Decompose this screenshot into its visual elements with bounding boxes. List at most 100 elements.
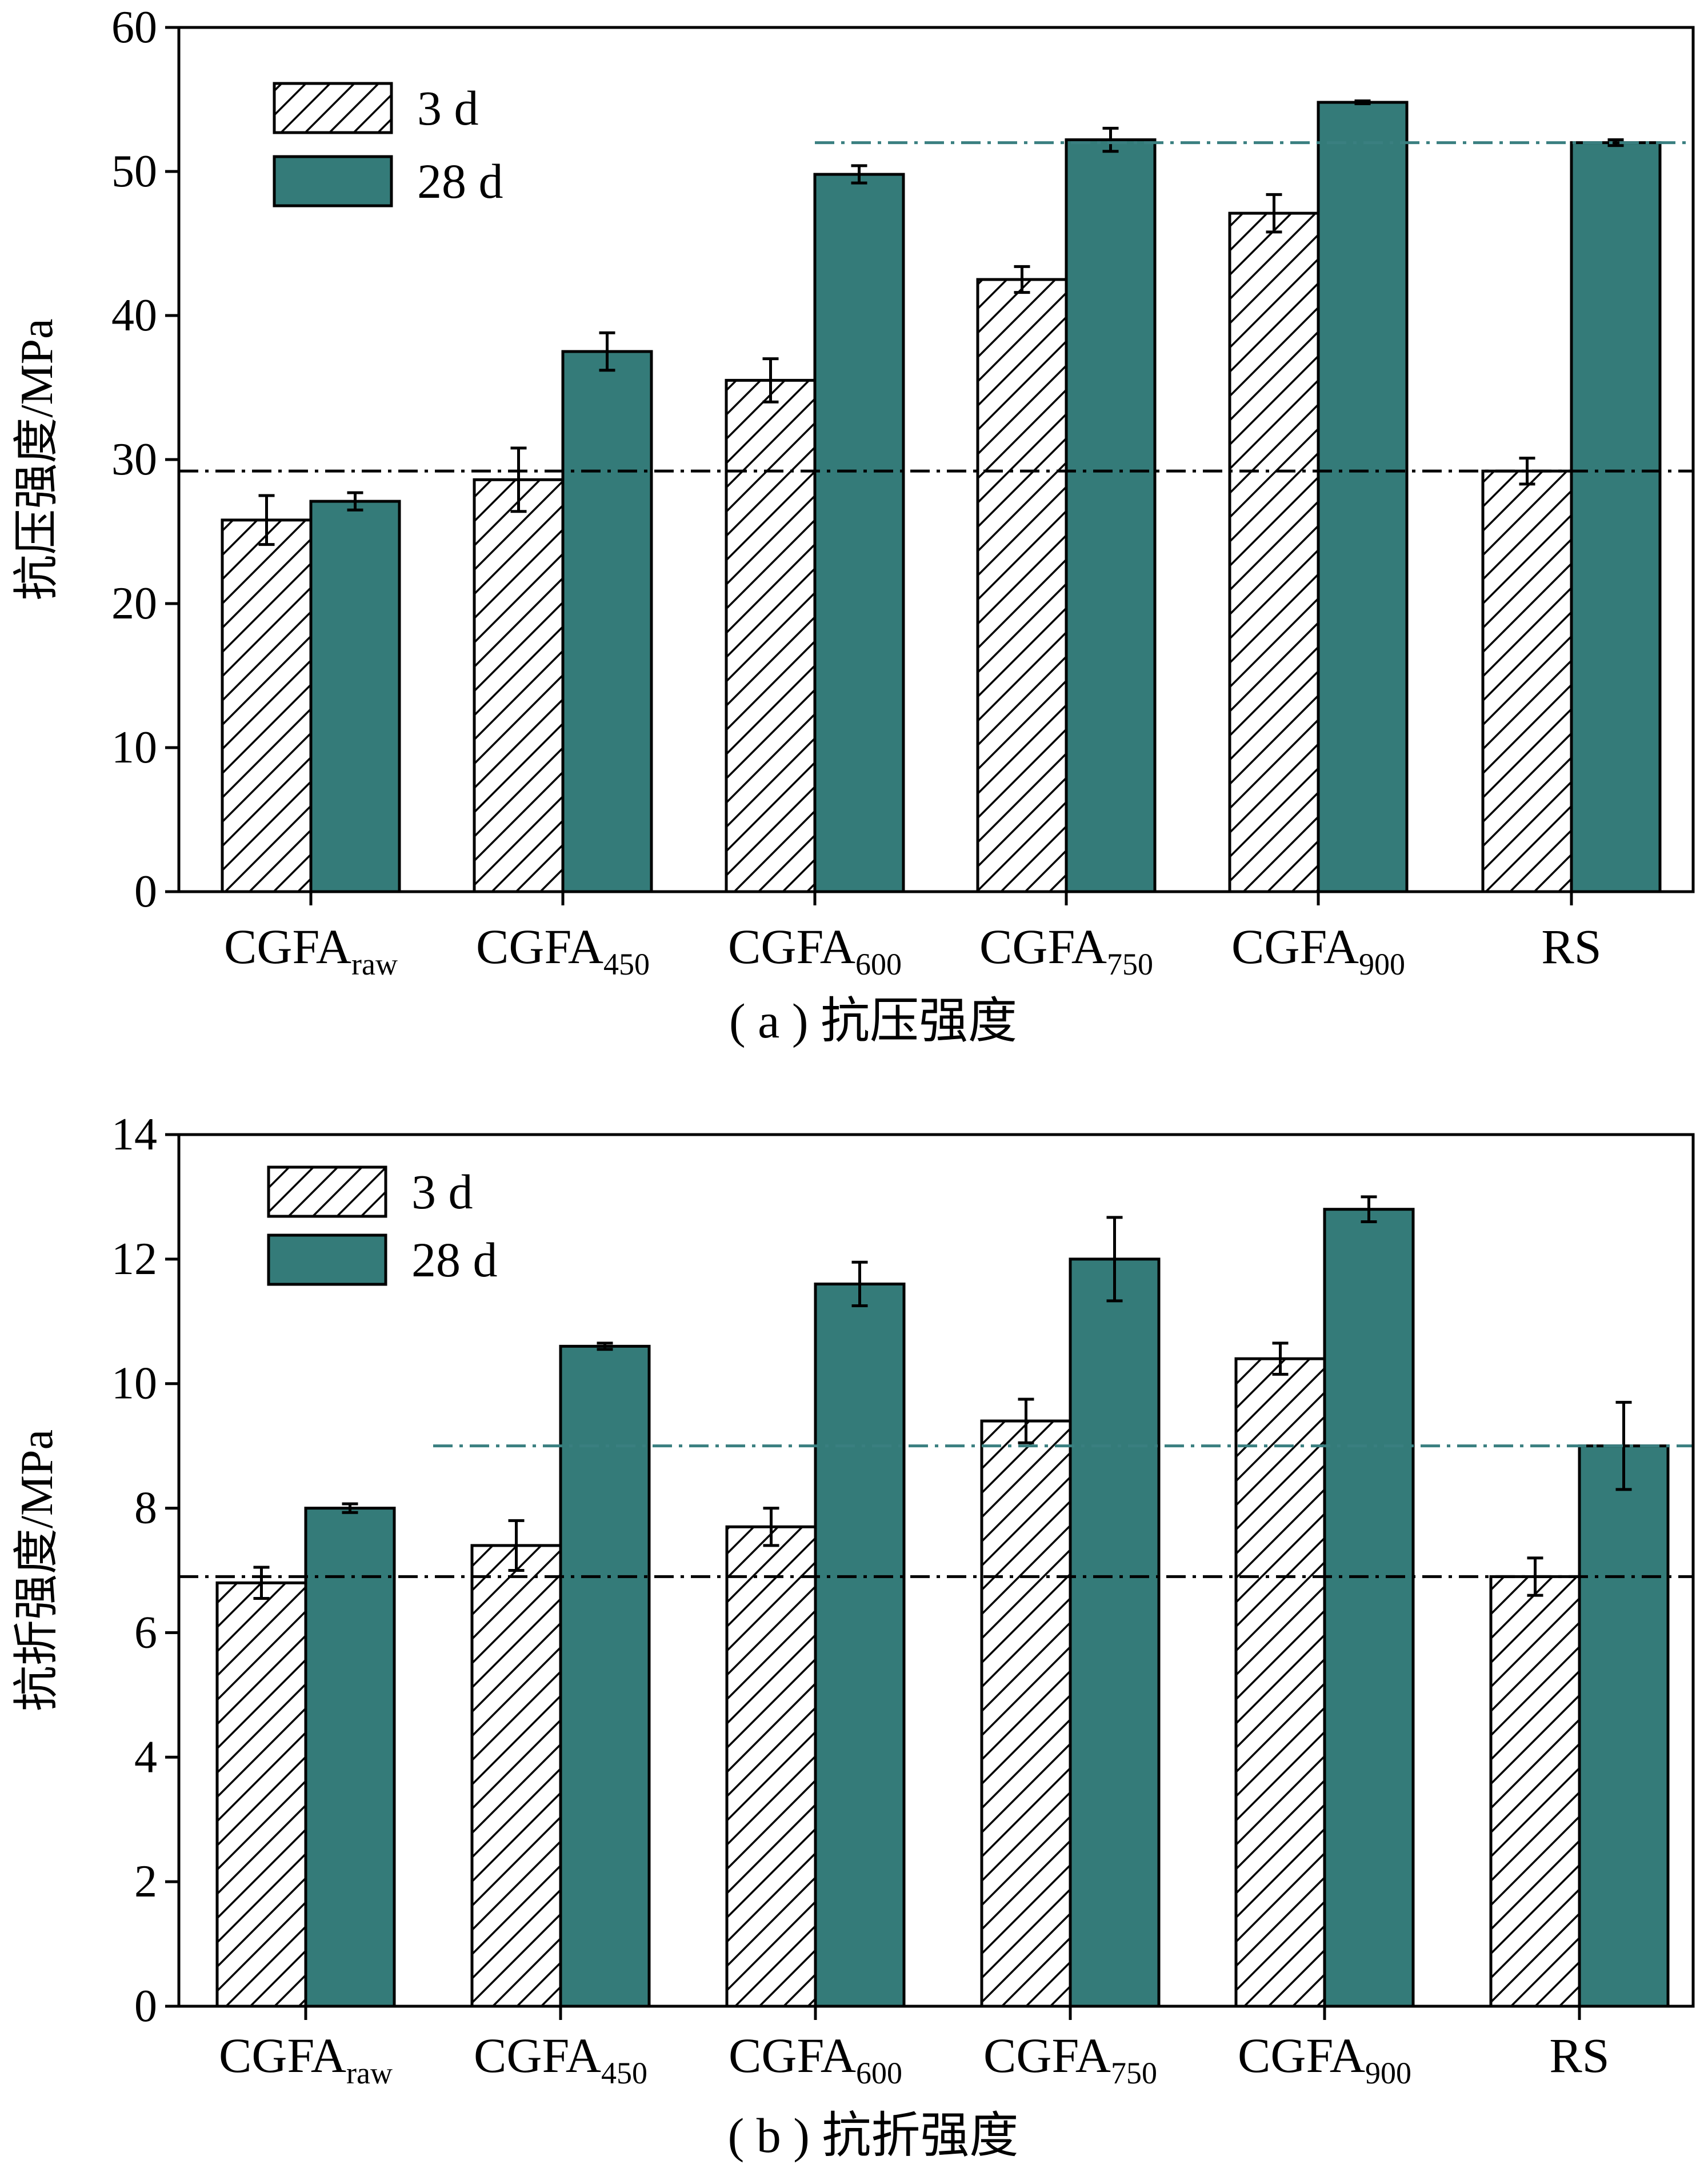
- x-category-label: CGFA600: [728, 919, 902, 981]
- bar-3d-2: [725, 1525, 817, 2008]
- error-bar-3d-1: [510, 446, 527, 513]
- panel-caption: ( b ) 抗折强度: [728, 2108, 1019, 2163]
- x-category-label: CGFA450: [476, 919, 650, 981]
- bar-3d-4: [1234, 1357, 1326, 2008]
- x-category-label: CGFA900: [1231, 919, 1405, 981]
- bar-28d-5: [1570, 141, 1662, 893]
- x-category-subscript: raw: [346, 2056, 393, 2090]
- y-axis-title: 抗折强度/MPa: [12, 1430, 62, 1711]
- y-tick-label: 30: [111, 434, 157, 485]
- y-tick-label: 2: [134, 1856, 157, 1907]
- error-bar-28d-5: [1607, 138, 1624, 147]
- legend-swatch-3d: [273, 82, 393, 134]
- bar-3d-1: [470, 1544, 562, 2008]
- y-tick-label: 6: [134, 1607, 157, 1658]
- bar-28d-2: [813, 173, 905, 893]
- bar-3d-2: [725, 378, 817, 893]
- error-bar-28d-2: [851, 1260, 868, 1308]
- bar-28d-5: [1578, 1444, 1670, 2008]
- y-tick-label: 50: [111, 146, 157, 197]
- error-bar-3d-2: [762, 357, 779, 404]
- legend-label-28d: 28 d: [417, 154, 503, 209]
- legend-label-3d: 3 d: [417, 81, 479, 135]
- error-bar-28d-0: [342, 1502, 358, 1514]
- bar-28d-1: [561, 350, 653, 893]
- legend-swatch-28d: [273, 155, 393, 207]
- bar-3d-5: [1481, 469, 1573, 893]
- error-bar-28d-3: [1106, 1216, 1123, 1303]
- bar-3d-3: [980, 1419, 1072, 2008]
- legend-label-28d: 28 d: [411, 1232, 498, 1287]
- error-bar-3d-3: [1014, 265, 1030, 294]
- panel-caption: ( a ) 抗压强度: [729, 993, 1017, 1048]
- error-bar-3d-4: [1266, 193, 1282, 234]
- y-tick-label: 14: [111, 1109, 157, 1160]
- error-bar-3d-4: [1272, 1341, 1289, 1376]
- x-category-subscript: 600: [855, 947, 902, 981]
- x-category-subscript: 900: [1365, 2056, 1411, 2090]
- error-bar-28d-4: [1354, 99, 1371, 106]
- x-category-label: CGFA600: [729, 2028, 902, 2090]
- bar-28d-3: [1065, 138, 1157, 893]
- error-bar-28d-5: [1615, 1400, 1632, 1491]
- bar-3d-4: [1228, 211, 1320, 893]
- bar-3d-5: [1489, 1575, 1581, 2008]
- error-bar-28d-3: [1102, 126, 1119, 153]
- y-tick-label: 20: [111, 578, 157, 629]
- error-bar-28d-1: [597, 1341, 613, 1351]
- x-category-subscript: 750: [1111, 2056, 1157, 2090]
- x-category-label: CGFA750: [983, 2028, 1157, 2090]
- bar-3d-3: [976, 278, 1068, 893]
- bar-28d-0: [309, 500, 401, 893]
- x-category-label: CGFAraw: [219, 2028, 393, 2090]
- x-category-subscript: 900: [1359, 947, 1405, 981]
- error-bar-3d-5: [1519, 456, 1535, 486]
- bar-28d-1: [559, 1344, 651, 2008]
- plot-frame: [177, 26, 1695, 893]
- x-category-subscript: raw: [351, 947, 398, 981]
- bar-28d-4: [1323, 1208, 1415, 2008]
- x-category-label: CGFA450: [474, 2028, 647, 2090]
- error-bar-28d-0: [347, 491, 363, 512]
- y-tick-label: 10: [111, 1359, 157, 1409]
- bar-3d-0: [215, 1581, 307, 2008]
- y-tick-label: 10: [111, 722, 157, 773]
- y-tick-label: 4: [134, 1732, 157, 1782]
- x-category-subscript: 750: [1107, 947, 1153, 981]
- x-category-subscript: 600: [856, 2056, 902, 2090]
- y-tick-label: 0: [134, 867, 157, 917]
- x-category-subscript: 450: [603, 947, 650, 981]
- x-category-label: CGFA900: [1238, 2028, 1411, 2090]
- bar-3d-0: [221, 518, 313, 893]
- x-category-label: RS: [1541, 919, 1601, 974]
- x-category-label: RS: [1549, 2028, 1609, 2083]
- y-tick-label: 8: [134, 1483, 157, 1534]
- plot-frame: [177, 1133, 1695, 2008]
- bar-28d-3: [1069, 1257, 1161, 2008]
- bar-28d-4: [1317, 101, 1409, 893]
- bar-28d-2: [814, 1282, 906, 2008]
- x-category-subscript: 450: [601, 2056, 647, 2090]
- error-bar-28d-1: [599, 331, 615, 372]
- y-tick-label: 0: [134, 1981, 157, 2031]
- chart-panel-a: 0 10 20 30 40 50 60 CGFAraw CGFA450 CGFA600 CGFA75…: [12, 2, 1695, 1048]
- legend-swatch-3d: [267, 1165, 387, 1218]
- y-tick-label: 12: [111, 1234, 157, 1284]
- bar-3d-1: [473, 478, 565, 893]
- y-tick-label: 60: [111, 2, 157, 53]
- error-bar-3d-2: [763, 1507, 779, 1547]
- y-axis-title: 抗压强度/MPa: [12, 318, 62, 600]
- legend-label-3d: 3 d: [411, 1164, 473, 1219]
- error-bar-3d-0: [253, 1566, 270, 1600]
- x-category-label: CGFAraw: [224, 919, 398, 981]
- error-bar-28d-2: [851, 164, 867, 185]
- legend: 3 d 28 d: [267, 1164, 498, 1287]
- error-bar-28d-4: [1361, 1195, 1377, 1223]
- y-tick-label: 40: [111, 290, 157, 341]
- legend-swatch-28d: [267, 1233, 387, 1286]
- error-bar-3d-1: [508, 1519, 525, 1572]
- bar-28d-0: [304, 1507, 396, 2008]
- x-category-label: CGFA750: [979, 919, 1153, 981]
- error-bar-3d-3: [1018, 1398, 1034, 1444]
